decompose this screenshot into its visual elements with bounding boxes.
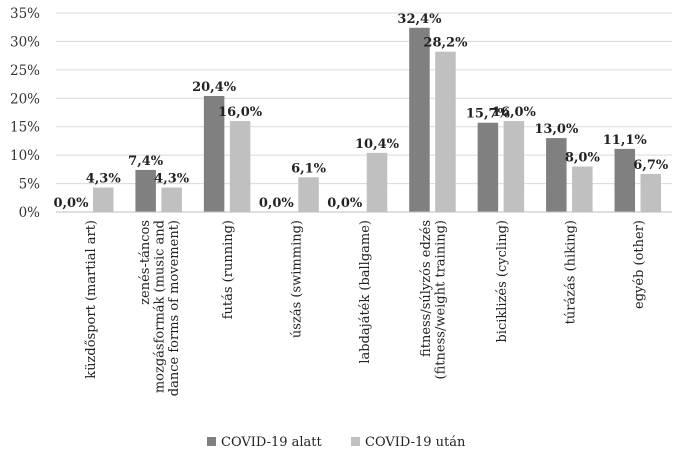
data-label: 10,4% <box>355 137 400 152</box>
data-label: 8,0% <box>565 151 601 166</box>
x-axis: küzdősport (martial art) zenés-táncos mozg… <box>56 211 672 396</box>
data-label: 16,0% <box>492 105 537 120</box>
data-label: 6,1% <box>291 161 327 176</box>
data-label: 32,4% <box>397 12 442 27</box>
category-label-line: (fitness/weight training) <box>434 220 449 379</box>
category-label-line: mozgásformák (music and <box>153 220 168 393</box>
legend-swatch <box>207 437 216 446</box>
bar-utan <box>229 121 251 212</box>
bar-utan <box>92 187 114 212</box>
data-label: 0,0% <box>259 196 295 211</box>
y-tick-label: 10% <box>10 148 40 164</box>
data-label: 16,0% <box>218 105 263 120</box>
legend-swatch <box>351 437 360 446</box>
legend-label: COVID-19 után <box>365 435 466 450</box>
y-tick-label: 35% <box>10 6 40 22</box>
y-tick-label: 0% <box>19 205 41 221</box>
data-labels: 0,0% 4,3% 7,4% 4,3% 20,4% 16,0% 0,0% 6,1% 0,0% 10… <box>53 12 668 211</box>
category-label-line: egyéb (other) <box>632 220 647 309</box>
category-label: futás (running) <box>221 220 236 319</box>
legend: COVID-19 alatt COVID-19 után <box>207 435 466 450</box>
bar-alatt <box>477 122 499 212</box>
category-label: egyéb (other) <box>632 220 647 309</box>
category-label-line: labdajáték (ballgame) <box>358 220 373 364</box>
y-tick-label: 30% <box>10 34 40 50</box>
bar-utan <box>298 177 319 212</box>
data-label: 0,0% <box>53 196 89 211</box>
data-label: 28,2% <box>423 36 468 51</box>
data-label: 0,0% <box>327 196 363 211</box>
bar-utan <box>572 166 593 212</box>
y-tick-label: 5% <box>19 177 41 193</box>
data-label: 13,0% <box>534 122 579 137</box>
category-label: úszás (swimming) <box>290 220 305 338</box>
category-label: túrázás (hiking) <box>563 220 578 324</box>
data-label: 6,7% <box>633 158 669 173</box>
y-tick-label: 15% <box>10 120 40 136</box>
category-label-line: fitness/súlyzós edzés <box>419 220 434 357</box>
bar-utan <box>366 152 388 212</box>
category-label: küzdősport (martial art) <box>84 220 99 379</box>
category-label-line: küzdősport (martial art) <box>84 220 99 379</box>
bar-alatt <box>409 27 430 213</box>
category-label-line: biciklizés (cycling) <box>495 220 510 343</box>
bar-utan <box>435 51 456 212</box>
y-axis: 0% 5% 10% 15% 20% 25% 30% 35% <box>10 6 40 221</box>
data-label: 15,7% <box>466 107 511 122</box>
data-label: 4,3% <box>86 172 122 187</box>
data-label: 4,3% <box>154 172 190 187</box>
bar-alatt <box>614 148 636 212</box>
bar-alatt <box>203 96 225 212</box>
bar-alatt <box>546 138 567 212</box>
bar-utan <box>640 173 662 212</box>
y-tick-label: 25% <box>10 63 40 79</box>
category-label: labdajáték (ballgame) <box>358 220 373 364</box>
category-label: biciklizés (cycling) <box>495 220 510 343</box>
bar-alatt <box>135 169 156 212</box>
bars <box>92 27 662 213</box>
gridlines <box>56 12 672 185</box>
bar-utan <box>161 187 182 212</box>
category-label: zenés-táncos mozgásformák (music and dance… <box>138 220 182 396</box>
legend-label: COVID-19 alatt <box>221 435 323 450</box>
data-label: 20,4% <box>192 80 237 95</box>
category-label-line: úszás (swimming) <box>290 220 305 338</box>
category-label-line: futás (running) <box>221 220 236 319</box>
bar-utan <box>503 121 525 212</box>
y-tick-label: 20% <box>10 91 40 107</box>
category-label: fitness/súlyzós edzés (fitness/weight tra… <box>419 220 449 379</box>
category-label-line: túrázás (hiking) <box>563 220 578 324</box>
category-label-line: dance forms of movement) <box>167 220 182 396</box>
data-label: 11,1% <box>603 133 648 148</box>
category-label-line: zenés-táncos <box>138 220 153 305</box>
data-label: 7,4% <box>128 154 164 169</box>
